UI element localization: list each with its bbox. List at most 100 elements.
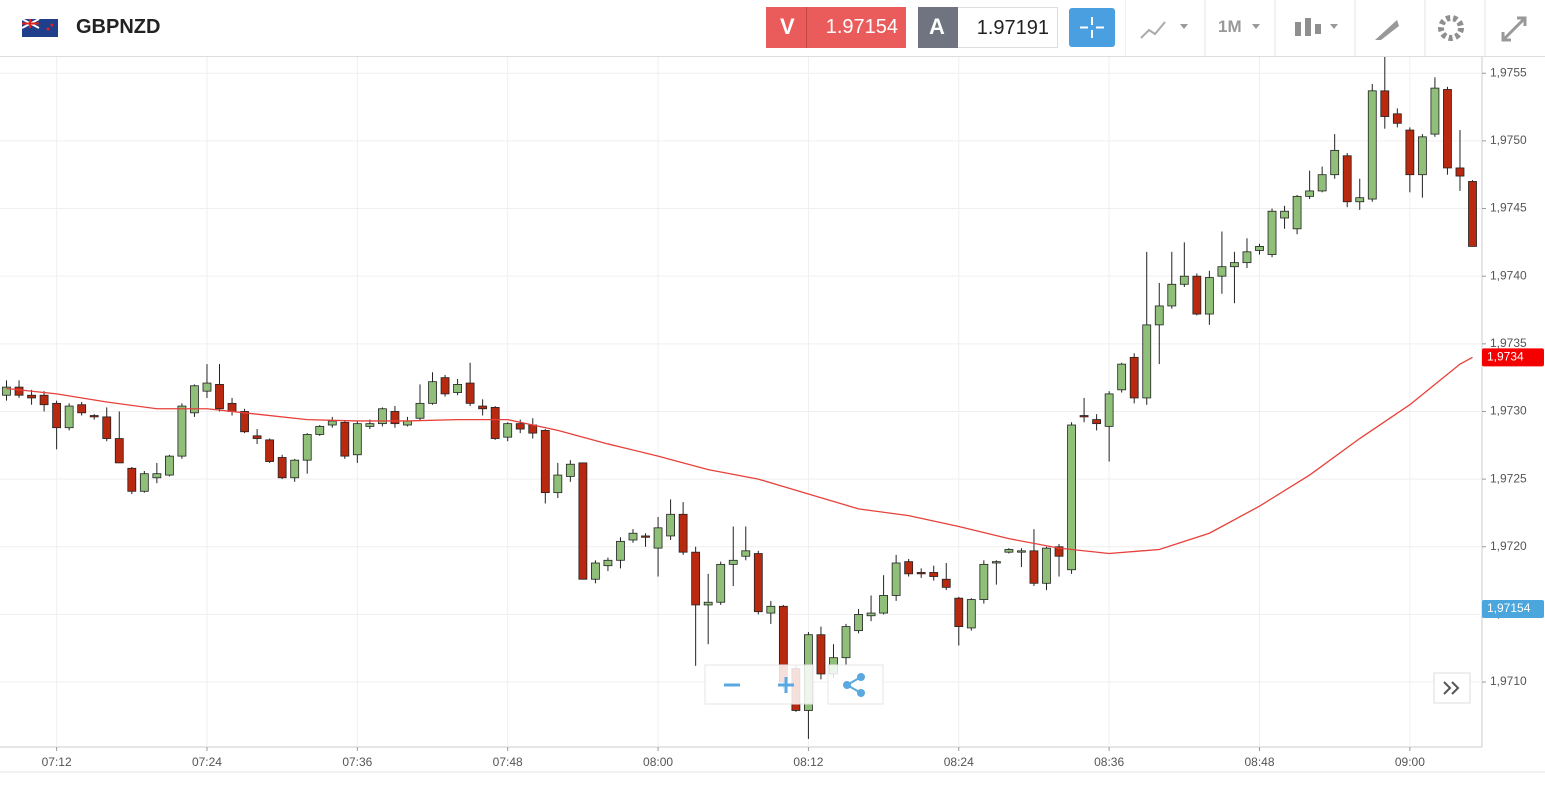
candle-body [302,434,312,461]
candle-body [1392,113,1402,124]
sell-button[interactable]: V 1.97154 [766,7,906,48]
candle-body [966,599,976,629]
price-marker [1482,600,1544,618]
candle-body [1292,195,1302,230]
candle-body [14,386,24,396]
candle-body [440,377,450,395]
candle-body [315,425,325,435]
candle-body [1455,167,1465,177]
candle-body [1317,174,1327,192]
y-tick-label: 1,9755 [1490,65,1527,79]
candle-body [27,394,36,399]
fullscreen-icon[interactable] [1501,16,1527,42]
candle-body [941,578,951,588]
candle-body [64,405,74,429]
candle-body [666,513,675,537]
candle-body [1305,190,1315,197]
y-tick-label: 1,9745 [1490,201,1527,215]
y-tick-label: 1,9740 [1490,268,1527,282]
y-tick-label: 1,9725 [1490,471,1527,485]
price-marker [1482,348,1544,367]
share[interactable] [843,673,865,697]
candle-body [1443,89,1452,169]
y-tick-label: 1,9750 [1490,133,1527,147]
price-marker-label: 1,9734 [1487,350,1524,364]
candle-body [2,386,11,396]
candle-body [641,535,650,538]
candle-body [766,605,776,614]
scroll-button[interactable] [1433,672,1471,704]
candle-body [1092,419,1102,425]
candle-body [1417,136,1427,176]
candle-body [753,553,763,613]
candle-body [365,423,375,427]
candle-body [1117,363,1127,391]
candle-body [1179,275,1189,285]
y-tick-label: 1,9710 [1490,674,1527,688]
zoom-in[interactable] [778,677,794,693]
candle-body [139,473,149,492]
candle-body [1054,546,1064,557]
candle-body [102,416,112,439]
candle-body [190,385,199,414]
candle-body [578,462,588,580]
candle-body [478,405,488,410]
price-marker-label: 1,97154 [1487,601,1531,615]
candle-body [1042,547,1051,584]
crosshair-button[interactable] [1069,8,1115,47]
candle-body [1355,197,1365,203]
candle-body [1154,305,1164,326]
x-tick-label: 07:12 [42,755,72,769]
candle-body [252,435,262,439]
candle-body [453,384,462,393]
candle-body [1267,210,1277,255]
x-tick-label: 08:00 [643,755,673,769]
candle-body [465,382,475,404]
candle-body [728,559,738,565]
candle-body [1217,266,1227,277]
toolbar-icons [1125,0,1527,56]
candle-body [616,540,625,561]
x-tick-label: 07:24 [192,755,222,769]
symbol: GBPNZD [76,16,161,38]
buy-label: A [929,14,945,39]
candle-body [1380,90,1390,117]
candle-body [1330,149,1340,176]
x-tick-label: 09:00 [1395,755,1425,769]
candle-body [841,626,851,659]
chart-type-icon[interactable] [1295,18,1338,36]
share-box [827,664,884,705]
candle-body [716,563,726,603]
candle-body [678,513,688,553]
x-tick-label: 08:48 [1244,755,1274,769]
timeframe[interactable]: 1M [1218,17,1242,36]
candle-body [1405,129,1415,176]
timeframe-arrow[interactable] [1252,24,1260,29]
candle-body [114,438,124,464]
buy-price: 1.97191 [976,17,1049,39]
x-tick-label: 07:36 [342,755,372,769]
candle-body [327,420,337,426]
candle-body [691,551,701,606]
buy-button[interactable]: A [918,7,958,48]
candle-body [1079,415,1089,418]
buy-price-box[interactable]: 1.97191 [958,7,1058,48]
candle-body [39,394,49,406]
settings-icon[interactable] [1438,15,1464,41]
candle-body [854,614,863,632]
draw-icon[interactable] [1375,20,1399,40]
candle-body [240,411,249,433]
candle-body [891,562,901,596]
indicator-icon[interactable] [1140,21,1188,39]
candle-body [1142,324,1152,399]
candle-body [866,612,876,617]
candle-body [277,457,287,479]
toolbar: GBPNZD V 1.97154 A 1.97191 1M [0,0,1545,57]
candle-body [89,415,99,418]
candle-body [904,561,914,575]
candle-body [415,402,425,419]
candle-body [1430,87,1440,135]
zoom-controls [704,664,1471,705]
candle-body [540,430,550,494]
